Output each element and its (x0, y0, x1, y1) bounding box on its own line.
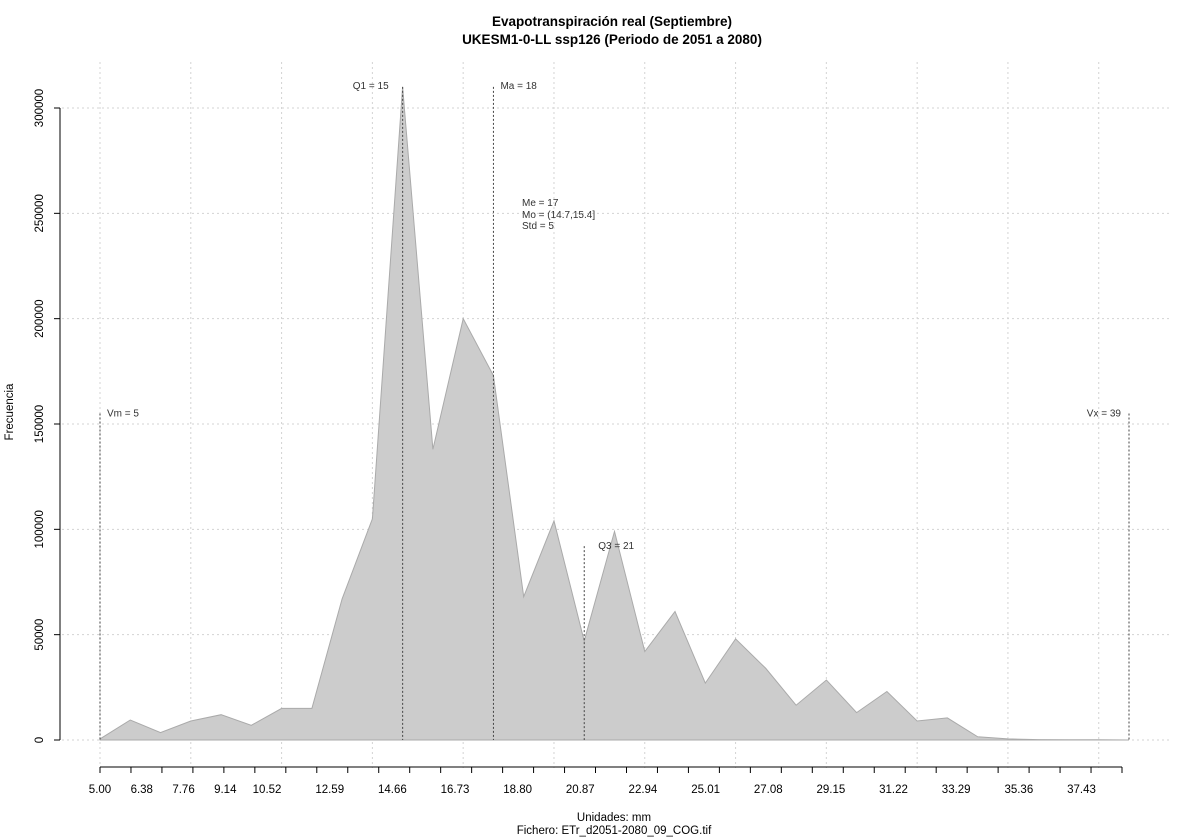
marker-label-1: Q1 = 15 (353, 81, 389, 92)
x-tick-label-16: 35.36 (1004, 784, 1033, 796)
x-tick-label-15: 33.29 (942, 784, 971, 796)
marker-label-4: Vx = 39 (1087, 408, 1122, 419)
y-tick-label-1: 50000 (34, 619, 46, 651)
x-tick-label-7: 16.73 (441, 784, 470, 796)
x-tick-label-14: 31.22 (879, 784, 908, 796)
x-tick-label-9: 20.87 (566, 784, 595, 796)
y-tick-label-0: 0 (34, 737, 46, 743)
x-tick-label-4: 10.52 (253, 784, 282, 796)
x-tick-label-0: 5.00 (89, 784, 111, 796)
chart-title: Evapotranspiración real (Septiembre) (492, 14, 732, 29)
x-tick-label-6: 14.66 (378, 784, 407, 796)
x-tick-label-1: 6.38 (131, 784, 153, 796)
file-caption: Fichero: ETr_d2051-2080_09_COG.tif (517, 825, 712, 837)
y-tick-label-2: 100000 (34, 510, 46, 548)
y-tick-label-4: 200000 (34, 299, 46, 337)
stat-std: Std = 5 (522, 221, 554, 232)
stat-median: Me = 17 (522, 198, 559, 209)
y-tick-label-6: 300000 (34, 89, 46, 127)
y-tick-label-5: 250000 (34, 194, 46, 232)
x-tick-label-13: 29.15 (817, 784, 846, 796)
y-tick-label-3: 150000 (34, 405, 46, 443)
axes: 5.00 6.38 7.76 9.14 10.52 12.59 14.66 16.73 18.8… (34, 89, 1123, 796)
x-tick-label-17: 37.43 (1067, 784, 1096, 796)
x-tick-label-3: 9.14 (214, 784, 237, 796)
marker-label-2: Ma = 18 (500, 81, 537, 92)
x-tick-label-12: 27.08 (754, 784, 783, 796)
x-tick-label-8: 18.80 (503, 784, 532, 796)
x-axis-label: Unidades: mm (577, 812, 651, 824)
x-tick-label-5: 12.59 (315, 784, 344, 796)
x-tick-label-2: 7.76 (172, 784, 194, 796)
stat-mode: Mo = (14.7,15.4] (522, 210, 595, 221)
x-tick-label-11: 25.01 (691, 784, 720, 796)
marker-label-3: Q3 = 21 (598, 541, 634, 552)
chart-subtitle: UKESM1-0-LL ssp126 (Periodo de 2051 a 20… (462, 32, 762, 47)
y-axis-label: Frecuencia (4, 383, 16, 440)
x-tick-label-10: 22.94 (629, 784, 658, 796)
marker-label-0: Vm = 5 (107, 408, 139, 419)
marker-lines: Vm = 5 Q1 = 15 Ma = 18 Q3 = 21 Vx = 39 (99, 81, 1130, 740)
frequency-area (99, 86, 1130, 741)
